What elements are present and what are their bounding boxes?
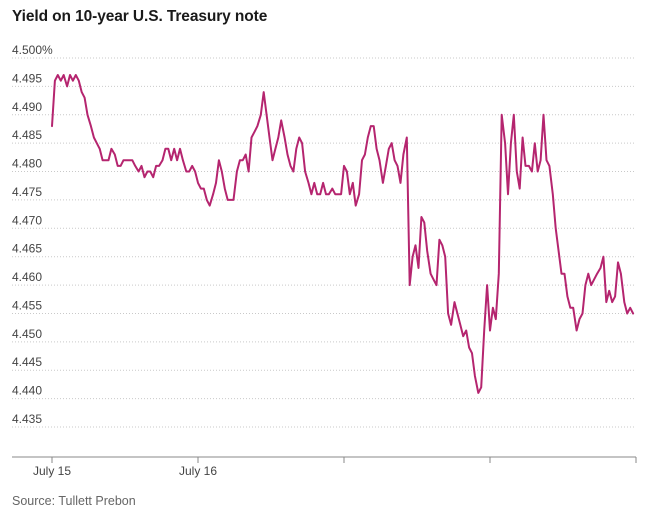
y-tick-label-13: 4.435 <box>12 412 42 426</box>
y-tick-label-6: 4.470 <box>12 213 42 227</box>
y-tick-label-2: 4.490 <box>12 100 42 114</box>
y-tick-label-11: 4.445 <box>12 355 42 369</box>
x-axis: July 15 July 16 <box>12 456 637 478</box>
y-tick-label-12: 4.440 <box>12 384 42 398</box>
y-tick-label-1: 4.495 <box>12 71 42 85</box>
y-tick-label-3: 4.485 <box>12 128 42 142</box>
chart-title: Yield on 10-year U.S. Treasury note <box>12 8 268 25</box>
x-tick-label-1: July 16 <box>179 464 217 478</box>
y-tick-label-10: 4.450 <box>12 327 42 341</box>
series-layer <box>51 74 635 394</box>
y-tick-label-5: 4.475 <box>12 185 42 199</box>
grid-layer <box>12 57 636 428</box>
series-line-10y-yield <box>51 74 635 394</box>
y-tick-label-0: 4.500% <box>12 43 53 57</box>
y-tick-label-4: 4.480 <box>12 157 42 171</box>
source-note: Source: Tullett Prebon <box>12 494 136 508</box>
x-tick-label-0: July 15 <box>33 464 71 478</box>
y-tick-label-8: 4.460 <box>12 270 42 284</box>
y-tick-label-9: 4.455 <box>12 298 42 312</box>
line-chart: 4.500% 4.495 4.490 4.485 4.480 4.475 4.470 4.46… <box>12 43 637 478</box>
y-tick-label-7: 4.465 <box>12 242 42 256</box>
y-axis: 4.500% 4.495 4.490 4.485 4.480 4.475 4.470 4.46… <box>12 43 53 426</box>
